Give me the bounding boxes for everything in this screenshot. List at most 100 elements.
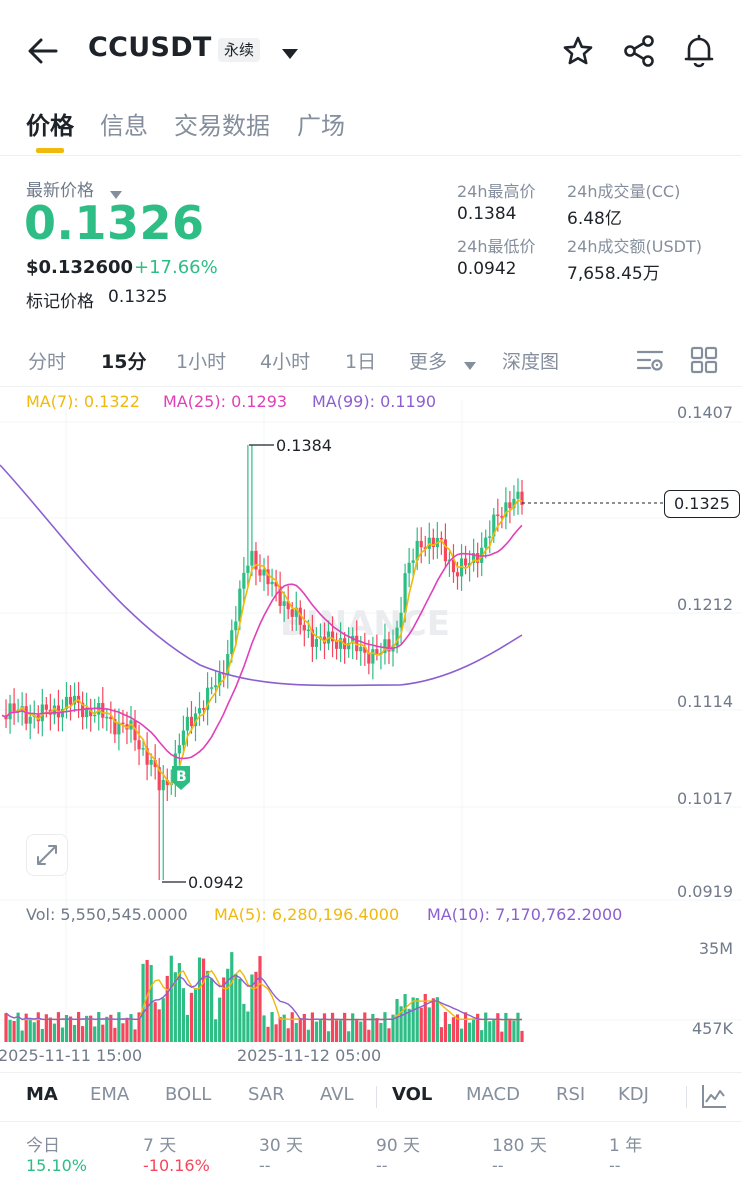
chevron-down-icon[interactable] (110, 184, 122, 203)
perf-90d-label: 90 天 (376, 1136, 421, 1156)
volume-bar (508, 1020, 512, 1042)
buy-marker[interactable]: B (172, 766, 190, 790)
candle-body (512, 498, 516, 509)
layout-grid-icon[interactable] (688, 344, 720, 376)
share-icon[interactable] (622, 34, 656, 68)
volume-bar (76, 1012, 81, 1042)
candle-body (153, 759, 157, 768)
symbol-title[interactable]: CCUSDT (88, 32, 212, 63)
indicator-vol[interactable]: VOL (392, 1084, 433, 1105)
candle-body (339, 638, 343, 649)
volume-bar (262, 1015, 266, 1042)
candle-body (395, 627, 399, 646)
indicator-boll[interactable]: BOLL (165, 1084, 212, 1105)
back-arrow-icon[interactable] (26, 34, 60, 68)
timeframe-line[interactable]: 分时 (28, 351, 67, 373)
volume-ma10-line (5, 974, 522, 1021)
latest-price-label[interactable]: 最新价格 (26, 181, 94, 201)
candle-body (387, 639, 391, 652)
volume-bar (472, 1018, 476, 1042)
candle-body (520, 491, 524, 505)
indicator-ema[interactable]: EMA (90, 1084, 130, 1105)
volume-bar (371, 1013, 375, 1042)
volume-bar (201, 958, 206, 1042)
perf-today-value: 15.10% (26, 1156, 88, 1175)
indicator-kdj[interactable]: KDJ (618, 1084, 649, 1105)
chevron-down-icon[interactable] (464, 355, 476, 374)
candle-body (314, 639, 319, 647)
candle-body (330, 631, 335, 642)
indicator-rsi[interactable]: RSI (556, 1084, 586, 1105)
volume-bar (419, 1007, 423, 1042)
candle-body (68, 696, 73, 705)
candle-body (443, 539, 448, 562)
ma99-line (0, 464, 523, 687)
candle-body (121, 722, 125, 725)
candle-body (451, 559, 456, 573)
volume-bar (343, 1012, 347, 1042)
volume-bar (363, 1012, 367, 1042)
volume-bar (451, 1017, 456, 1042)
candle-body (492, 514, 496, 537)
volume-bar (459, 1028, 464, 1042)
candle-body (177, 745, 181, 754)
indicator-separator (376, 1086, 377, 1108)
volume-bar (387, 1028, 391, 1042)
candle-body (141, 748, 145, 750)
indicator-avl[interactable]: AVL (320, 1084, 354, 1105)
volume-usdt-label: 24h成交额(USDT) (567, 237, 702, 256)
volume-bar (427, 1007, 431, 1042)
chevron-down-icon[interactable] (282, 44, 298, 63)
depth-chart-tab[interactable]: 深度图 (502, 351, 560, 373)
chart-settings-icon[interactable] (634, 344, 666, 376)
tab-info[interactable]: 信息 (100, 112, 148, 140)
usd-price: $0.132600 (26, 257, 134, 278)
candle-body (85, 707, 89, 718)
candle-body (101, 703, 105, 718)
timeframe-1d[interactable]: 1日 (345, 351, 377, 373)
volume-bar (193, 988, 198, 1042)
volume-bar (44, 1014, 48, 1042)
volume-bar (20, 1030, 24, 1042)
candle-body (149, 759, 153, 765)
volume-bar (24, 1013, 28, 1042)
active-tab-indicator (36, 148, 64, 153)
tab-square[interactable]: 广场 (297, 112, 345, 140)
candle-body (8, 703, 12, 720)
star-icon[interactable] (561, 34, 595, 68)
timeframe-15m[interactable]: 15分 (101, 351, 147, 373)
candle-body (484, 537, 488, 548)
volume-bar (4, 1013, 8, 1042)
volume-bar (375, 1018, 379, 1042)
volume-bar (246, 1011, 250, 1042)
indicator-sar[interactable]: SAR (248, 1084, 285, 1105)
timeframe-more[interactable]: 更多 (409, 351, 448, 373)
volume-bar (250, 974, 254, 1042)
tab-trading-data[interactable]: 交易数据 (174, 112, 270, 140)
bell-icon[interactable] (682, 34, 716, 68)
tab-price[interactable]: 价格 (26, 112, 74, 140)
candle-body (375, 649, 379, 654)
volume-usdt-value: 7,658.45万 (567, 264, 660, 284)
volume-bar (72, 1025, 77, 1042)
candle-body (355, 635, 359, 652)
indicator-macd[interactable]: MACD (466, 1084, 520, 1105)
volume-bar (278, 1017, 282, 1042)
volume-cc-label: 24h成交量(CC) (567, 182, 681, 201)
candle-body (322, 636, 327, 644)
timeframe-4h[interactable]: 4小时 (260, 351, 311, 373)
timeframe-1h[interactable]: 1小时 (176, 351, 227, 373)
volume-bar (258, 956, 262, 1042)
perf-90d-value: -- (376, 1156, 388, 1175)
volume-bar (8, 1019, 12, 1042)
indicator-ma[interactable]: MA (26, 1084, 58, 1105)
indicator-settings-icon[interactable] (700, 1082, 728, 1114)
candlestick-chart[interactable]: BINANCE 0.1384 0.0942 B 0.1407 0.1212 0.… (0, 380, 742, 1070)
divider (0, 386, 742, 387)
volume-bar (165, 975, 169, 1042)
mark-price-value: 0.1325 (108, 287, 168, 307)
candle-body (60, 708, 65, 718)
fullscreen-expand-icon[interactable] (26, 834, 68, 876)
volume-bar (431, 998, 435, 1042)
volume-bar (520, 1030, 524, 1042)
